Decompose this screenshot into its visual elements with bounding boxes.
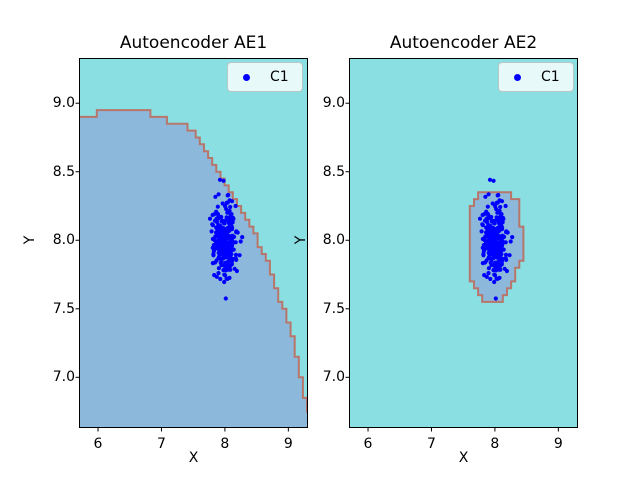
y-tick-label-9.0: 9.0	[52, 95, 75, 112]
legend-ae1: C1	[227, 62, 303, 92]
decision-boundary	[468, 191, 525, 303]
x-axis-label-ae2: X	[458, 450, 469, 466]
plot-area-ae2	[345, 58, 578, 432]
y-tick-label-7.0: 7.0	[52, 369, 75, 386]
y-tick-label-8.0: 8.0	[52, 232, 75, 249]
legend-ae2: C1	[498, 62, 574, 92]
y-axis-label-ae2: Y	[293, 235, 309, 245]
axes-frame	[349, 58, 578, 428]
plot-area-ae1	[75, 58, 308, 432]
decision-boundary	[79, 109, 308, 413]
legend-marker-icon	[514, 73, 521, 81]
plot-title-ae2: Autoencoder AE2	[389, 33, 538, 53]
axes-frame	[79, 58, 308, 428]
scatter-series-c1	[207, 177, 245, 301]
scatter-series-c1	[477, 177, 515, 301]
x-tick-label-9: 9	[283, 436, 293, 452]
y-tick-label-8.0: 8.0	[322, 232, 345, 249]
y-tick-label-7.5: 7.5	[52, 300, 75, 317]
y-tick-label-7.5: 7.5	[322, 300, 345, 317]
plot-title-ae1: Autoencoder AE1	[119, 33, 268, 53]
x-tick-label-6: 6	[93, 436, 103, 452]
x-tick-label-8: 8	[490, 436, 500, 452]
x-tick-label-7: 7	[426, 436, 436, 452]
y-tick-label-8.5: 8.5	[52, 163, 75, 180]
x-tick-label-6: 6	[363, 436, 373, 452]
plot-background	[349, 58, 578, 428]
legend-label-c1: C1	[270, 69, 289, 85]
decision-region-fill	[79, 110, 308, 428]
y-axis-label-ae1: Y	[22, 235, 38, 245]
y-tick-label-9.0: 9.0	[322, 95, 345, 112]
x-axis-label-ae1: X	[188, 450, 199, 466]
legend-label-c1: C1	[541, 69, 560, 85]
x-tick-label-8: 8	[220, 436, 230, 452]
y-tick-label-8.5: 8.5	[322, 163, 345, 180]
legend-marker-icon	[243, 73, 250, 81]
y-tick-label-7.0: 7.0	[322, 369, 345, 386]
x-tick-label-7: 7	[156, 436, 166, 452]
x-tick-label-9: 9	[553, 436, 563, 452]
